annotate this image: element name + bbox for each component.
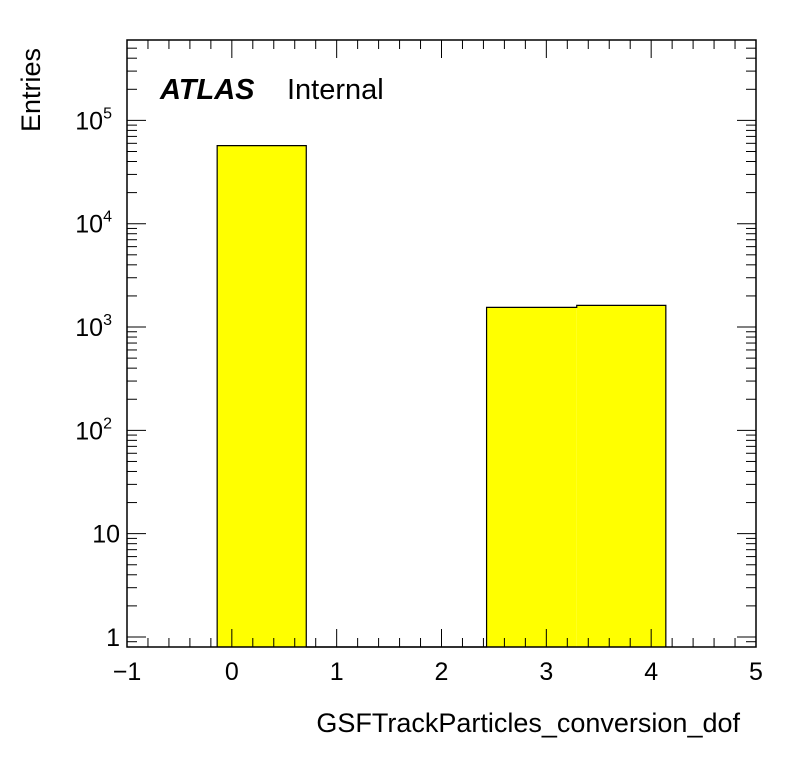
x-axis-title: GSFTrackParticles_conversion_dof (316, 708, 740, 738)
plot-frame (126, 39, 757, 648)
y-tick-label: 103 (75, 312, 112, 342)
x-tick-label: 1 (330, 658, 344, 686)
y-tick-label: 10 (92, 521, 120, 549)
x-tick-label: 5 (749, 658, 763, 686)
bars-layer (216, 145, 667, 648)
x-tick-label: 0 (225, 658, 239, 686)
y-axis-title: Entries (16, 48, 46, 132)
histogram-bar-4 (576, 305, 666, 647)
x-tick-label: −1 (113, 658, 142, 686)
histogram-bar-0 (217, 145, 307, 647)
x-tick-label: 2 (435, 658, 449, 686)
atlas-label: ATLAS (159, 74, 255, 106)
y-tick-label: 1 (106, 624, 120, 652)
y-tick-label: 104 (75, 209, 112, 239)
histogram-bar-3 (486, 307, 577, 647)
ticks-layer (126, 39, 757, 648)
x-tick-label: 4 (644, 658, 658, 686)
y-tick-label: 102 (75, 415, 112, 445)
tick-labels-layer: −1 0 1 2 3 4 5 1 10 102 103 104 105 (75, 105, 763, 686)
y-tick-label: 105 (75, 105, 112, 135)
x-tick-label: 3 (539, 658, 553, 686)
internal-label: Internal (287, 74, 384, 106)
